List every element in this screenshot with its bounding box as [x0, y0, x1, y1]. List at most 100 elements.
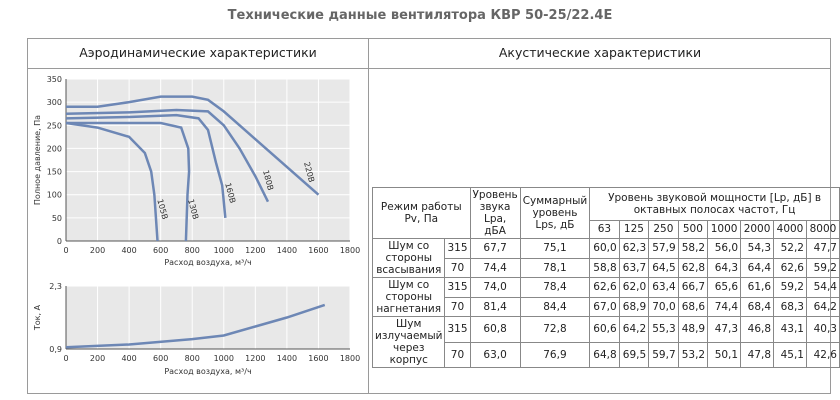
table-cell: 64,4: [740, 257, 775, 278]
x-tick-label: 1600: [308, 354, 328, 363]
panel-heading: Аэродинамические характеристики: [79, 45, 317, 60]
x-tick-label: 0: [63, 246, 68, 255]
table-cell: 4000: [773, 219, 807, 240]
x-tick-label: 400: [121, 246, 136, 255]
x-tick-label: 0: [63, 354, 68, 363]
x-tick-label: 1200: [245, 354, 265, 363]
table-cell: 50,1: [707, 341, 742, 368]
x-tick-label: 1600: [308, 246, 328, 255]
curve: [65, 303, 326, 349]
table-row: Режим работы Pv, Па Уровень звука Lpa, дБ…: [372, 187, 840, 239]
table-cell: 67,0: [589, 296, 620, 317]
table-cell: 68,6: [677, 296, 709, 317]
y-tick-label: 200: [47, 144, 62, 153]
table-cell: 64,3: [707, 257, 742, 278]
y-tick-label: 250: [47, 121, 62, 130]
table-cell: 84,4: [519, 296, 591, 317]
table-cell: 55,3: [648, 316, 679, 343]
panel-heading: Акустические характеристики: [498, 45, 702, 60]
table-cell: Шум излучаемый через корпус: [371, 316, 446, 368]
y-tick-label: 2,3: [49, 282, 62, 291]
table-cell: 54,4: [805, 277, 840, 298]
table-cell: 70: [444, 296, 471, 317]
table-cell: 45,1: [773, 341, 807, 368]
x-tick-label: 600: [153, 246, 168, 255]
table-row: Шум со стороны всасывания 315 67,7 75,1 60,0…: [371, 238, 840, 278]
x-tick-label: 1800: [340, 246, 360, 255]
table-cell: 47,8: [740, 341, 775, 368]
table-cell: 62,8: [677, 257, 709, 278]
plot-area: [66, 286, 350, 349]
table-cell: 2000: [740, 219, 775, 240]
table-cell: Шум со стороны всасывания: [371, 238, 446, 278]
table-cell: 63,7: [618, 257, 650, 278]
table-cell: 64,2: [618, 316, 650, 343]
curve: [65, 108, 270, 203]
table-cell: 57,9: [648, 238, 679, 259]
table-cell: Суммарный уровень Lps, дБ: [519, 187, 591, 239]
table-cell: Режим работы Pv, Па: [372, 187, 471, 239]
table-cell: 58,8: [589, 257, 620, 278]
x-tick-label: 200: [90, 246, 105, 255]
table-cell: 63,4: [648, 277, 679, 298]
y-tick-label: 0,9: [49, 345, 62, 354]
table-cell: 59,7: [648, 341, 679, 368]
table-cell: 64,5: [648, 257, 679, 278]
table-cell: 60,0: [589, 238, 620, 259]
table-cell: 62,6: [773, 257, 807, 278]
page-title: Технические данные вентилятора КВР 50-25…: [227, 8, 613, 23]
table-cell: 62,3: [618, 238, 650, 259]
table-row: 63 125 250 500 1000 2000 4000 8000: [373, 219, 840, 240]
table-cell: 70: [444, 257, 471, 278]
table-cell: 59,2: [805, 257, 840, 278]
table-cell: 315: [444, 277, 471, 298]
table-row: 70 74,4 78,1 58,8 63,7 64,5 62,8 64,3 64,4 62,6 59…: [373, 257, 840, 278]
table-cell: Уровень звуковой мощности [Lp, дБ] в окт…: [589, 187, 840, 221]
table-cell: 78,4: [519, 277, 591, 298]
x-axis-label: Расход воздуха, м³/ч: [164, 258, 251, 267]
table-cell: 76,9: [519, 341, 591, 368]
table-cell: 60,6: [589, 316, 620, 343]
table-cell: 56,0: [707, 238, 742, 259]
table-cell: 70,0: [648, 296, 679, 317]
table-cell: Шум со стороны нагнетания: [371, 277, 446, 317]
x-tick-label: 1000: [214, 354, 234, 363]
table-cell: 74,4: [707, 296, 742, 317]
table-cell: 125: [618, 219, 650, 240]
table-cell: 61,6: [740, 277, 775, 298]
table-cell: 72,8: [519, 316, 591, 343]
table-cell: 250: [648, 219, 679, 240]
curve: [65, 113, 227, 218]
table-cell: 43,1: [773, 316, 807, 343]
acoustic-table: Режим работы Pv, Па Уровень звука Lpa, дБ…: [371, 187, 840, 368]
table-cell: 78,1: [519, 257, 591, 278]
table-cell: 62,0: [618, 277, 650, 298]
table-cell: 62,6: [589, 277, 620, 298]
table-cell: 68,4: [740, 296, 775, 317]
table-cell: 64,2: [805, 296, 840, 317]
table-cell: 53,2: [677, 341, 709, 368]
y-tick-label: 50: [52, 214, 62, 223]
table-cell: 74,0: [469, 277, 521, 298]
table-cell: 58,2: [677, 238, 709, 259]
y-tick-label: 150: [47, 168, 62, 177]
table-cell: Уровень звука Lpa, дБА: [469, 187, 521, 239]
y-tick-label: 0: [57, 237, 62, 246]
table-cell: 500: [677, 219, 709, 240]
table-row: 70 81,4 84,4 67,0 68,9 70,0 68,6 74,4 68,4 68,3 64…: [373, 296, 840, 317]
table-cell: 70: [444, 341, 471, 368]
curve: [65, 121, 159, 242]
table-cell: 59,2: [773, 277, 807, 298]
table-cell: 81,4: [469, 296, 521, 317]
x-axis-label: Расход воздуха, м³/ч: [164, 367, 251, 376]
y-tick-label: 300: [47, 98, 62, 107]
table-cell: 63,0: [469, 341, 521, 368]
x-tick-label: 1400: [277, 354, 297, 363]
plot-area: [66, 79, 350, 241]
table-cell: 315: [444, 238, 471, 259]
curve: [66, 121, 191, 242]
table-row: 70 63,0 76,9 64,8 69,5 59,7 53,2 50,1 47,8 45,1 42…: [373, 341, 840, 368]
table-cell: 60,8: [469, 316, 521, 343]
